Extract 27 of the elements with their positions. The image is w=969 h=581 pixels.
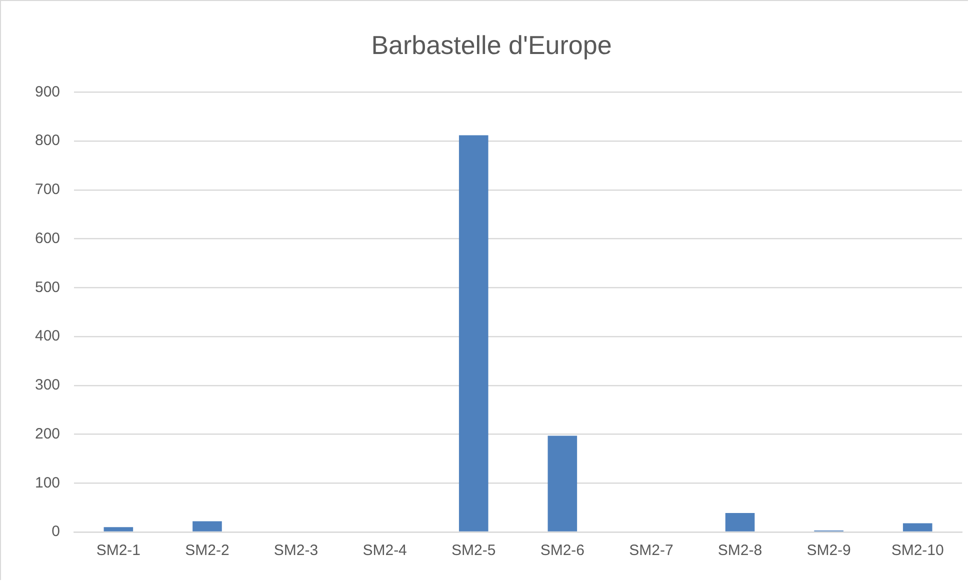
y-tick-label: 400 bbox=[34, 328, 60, 345]
y-tick-label: 700 bbox=[34, 181, 60, 198]
y-tick-label: 800 bbox=[34, 132, 60, 150]
y-tick-label: 600 bbox=[34, 230, 60, 247]
y-tick-label: 300 bbox=[34, 376, 60, 394]
bar bbox=[548, 436, 578, 532]
x-tick-label: SM2-3 bbox=[274, 542, 318, 560]
x-tick-label: SM2-8 bbox=[718, 542, 762, 560]
bar bbox=[104, 527, 134, 532]
bar bbox=[725, 512, 755, 532]
bar bbox=[458, 135, 488, 532]
x-tick-label: SM2-10 bbox=[891, 542, 944, 560]
bar bbox=[192, 521, 222, 532]
x-tick-label: SM2-1 bbox=[96, 542, 141, 560]
y-tick-label: 200 bbox=[34, 425, 60, 442]
x-tick-label: SM2-5 bbox=[452, 542, 496, 560]
x-tick-label: SM2-7 bbox=[629, 542, 674, 560]
y-tick-label: 0 bbox=[52, 523, 60, 540]
y-tick-label: 100 bbox=[34, 474, 60, 492]
chart-title: Barbastelle d'Europe bbox=[371, 30, 612, 60]
bar bbox=[902, 523, 932, 532]
x-tick-label: SM2-6 bbox=[540, 542, 585, 560]
y-tick-label: 500 bbox=[34, 278, 60, 296]
y-tick-label: 900 bbox=[34, 83, 60, 100]
x-tick-label: SM2-9 bbox=[806, 542, 851, 560]
x-tick-label: SM2-4 bbox=[362, 542, 407, 560]
x-tick-label: SM2-2 bbox=[185, 542, 230, 560]
